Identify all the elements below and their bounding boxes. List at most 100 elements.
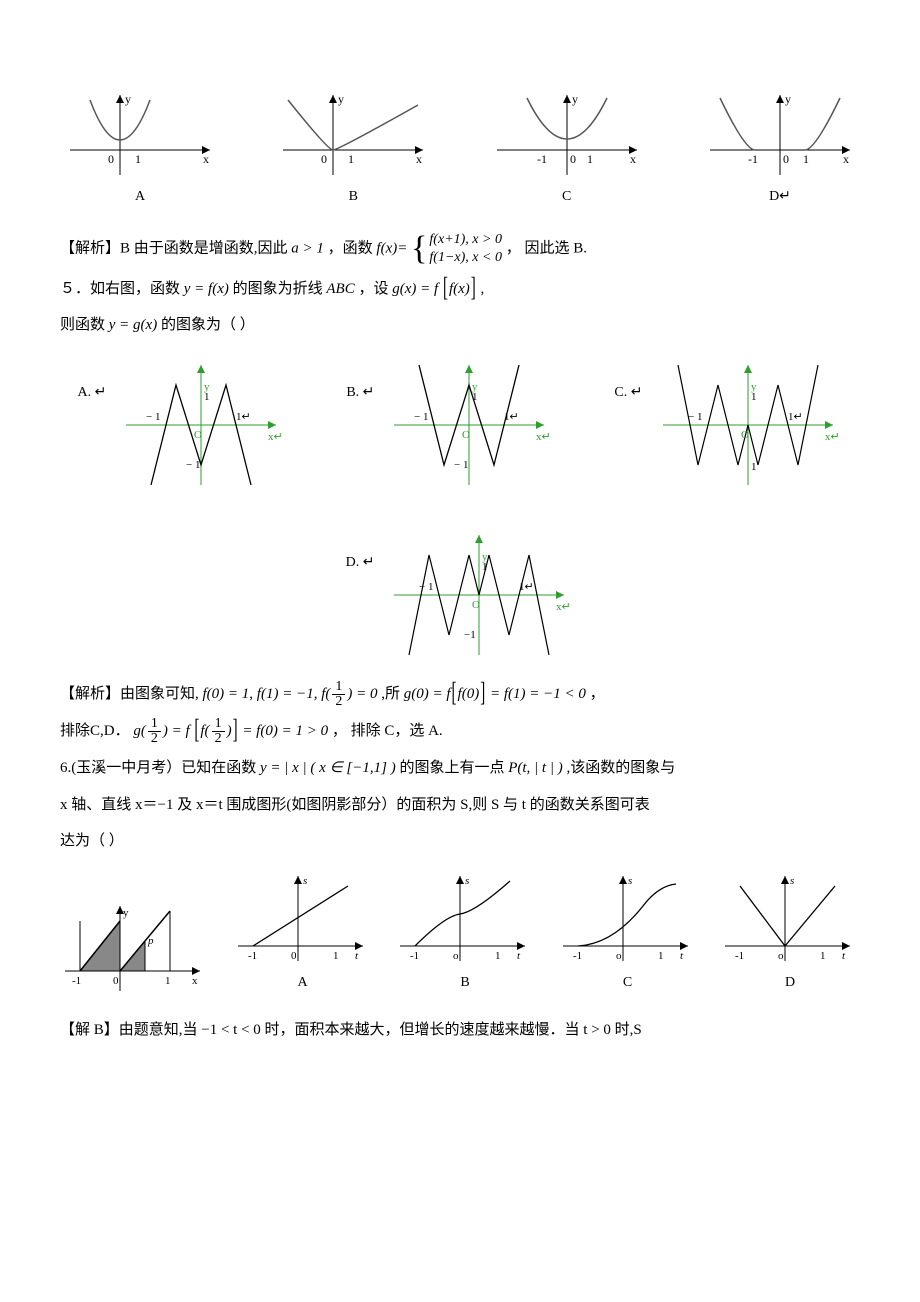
fig-C-svg: -1 0 1 y x bbox=[487, 90, 647, 180]
q4-prefix: 【解析】B 由于函数是增函数,因此 bbox=[60, 240, 291, 256]
svg-text:s: s bbox=[303, 875, 307, 887]
svg-text:y: y bbox=[785, 92, 791, 106]
svg-text:x↵: x↵ bbox=[536, 431, 551, 443]
q5-analysis-l2: 排除C,D． g(12) = f [f(12)] = f(0) = 1 > 0 … bbox=[60, 717, 860, 746]
svg-text:y: y bbox=[123, 907, 129, 919]
svg-text:-1: -1 bbox=[72, 975, 81, 987]
svg-text:− 1: − 1 bbox=[454, 459, 468, 471]
q5-opt-D-label: D. ↵ bbox=[346, 550, 375, 577]
svg-text:x: x bbox=[192, 975, 198, 987]
q6-l1b: 的图象上有一点 bbox=[399, 760, 508, 776]
svg-text:t: t bbox=[680, 950, 684, 962]
fig-B-svg: 0 1 y x bbox=[273, 90, 433, 180]
q6-l2: x 轴、直线 x＝−1 及 x＝t 围成图形(如图阴影部分）的面积为 S,则 S… bbox=[60, 791, 860, 820]
q5-opt-A: A. ↵ y x↵ 1 − 1 1↵ O − 1 bbox=[78, 360, 287, 490]
svg-text:− 1: − 1 bbox=[688, 411, 702, 423]
fig-D-label: D↵ bbox=[769, 184, 791, 211]
svg-text:-1: -1 bbox=[735, 950, 744, 962]
q5-eq2: y = g(x) bbox=[109, 317, 157, 333]
q5-l1b: 的图象为折线 bbox=[233, 281, 327, 297]
q5-analysis-l1: 【解析】由图象可知, f(0) = 1, f(1) = −1, f(12) = … bbox=[60, 680, 860, 709]
q5a-ghalf2: ) = f bbox=[163, 723, 190, 739]
svg-text:1↵: 1↵ bbox=[504, 411, 519, 423]
q5-eq1: y = f(x) bbox=[184, 281, 229, 297]
svg-text:x: x bbox=[416, 152, 422, 166]
q5-line1: ５．如右图，函数 y = f(x) 的图象为折线 ABC ，设 g(x) = f… bbox=[60, 275, 860, 304]
q4-piece2: f(1−x), x < 0 bbox=[429, 249, 502, 267]
svg-text:0: 0 bbox=[570, 152, 576, 166]
q5-opt-A-label: A. ↵ bbox=[78, 380, 107, 407]
q5a-eqf0: = f(0) = 1 > 0 bbox=[242, 723, 328, 739]
svg-text:1: 1 bbox=[658, 950, 664, 962]
svg-text:1: 1 bbox=[803, 152, 809, 166]
q4-figure-row: 0 1 y x A 0 1 y x B -1 bbox=[60, 90, 860, 211]
svg-text:-1: -1 bbox=[537, 152, 547, 166]
svg-text:x: x bbox=[843, 152, 849, 166]
q6-C-label: C bbox=[623, 970, 632, 997]
q4-cond: a > 1 bbox=[291, 240, 324, 256]
svg-text:y: y bbox=[338, 92, 344, 106]
svg-text:− 1: − 1 bbox=[414, 411, 428, 423]
q4-analysis: 【解析】B 由于函数是增函数,因此 a > 1 ，函数 f(x)= { f(x+… bbox=[60, 231, 860, 267]
svg-text:− 1: − 1 bbox=[419, 581, 433, 593]
q5-opt-B-label: B. ↵ bbox=[346, 380, 374, 407]
svg-text:t: t bbox=[842, 950, 846, 962]
q5a-so: ,所 bbox=[381, 686, 404, 702]
svg-text:x: x bbox=[630, 152, 636, 166]
q6-l1: 6.(玉溪一中月考）已知在函数 y = | x | ( x ∈ [−1,1] )… bbox=[60, 754, 860, 783]
fig-B-label: B bbox=[349, 184, 358, 211]
q6-l3: 达为（ ） bbox=[60, 827, 860, 856]
svg-text:t: t bbox=[517, 950, 521, 962]
q5-abc: ABC bbox=[326, 281, 354, 297]
q6-B-label: B bbox=[460, 970, 469, 997]
q5-opt-D: D. ↵ y x↵ 1 − 1 1↵ O −1 bbox=[346, 530, 575, 660]
q5a-vals: f(0) = 1, f(1) = −1, f( bbox=[203, 686, 331, 702]
q5-l2b: 的图象为（ ） bbox=[161, 317, 255, 333]
svg-text:x: x bbox=[203, 152, 209, 166]
q5a-g0: g(0) = f bbox=[404, 686, 451, 702]
svg-text:1: 1 bbox=[348, 152, 354, 166]
svg-text:1: 1 bbox=[820, 950, 826, 962]
svg-text:O: O bbox=[472, 599, 480, 611]
q6-eq: y = | x | ( x ∈ [−1,1] ) bbox=[260, 760, 396, 776]
q5a-l2a: 排除C,D． bbox=[60, 723, 133, 739]
q6-D-label: D bbox=[785, 970, 795, 997]
q5a-comma: ， bbox=[590, 686, 605, 702]
q4-fx: f(x)= bbox=[376, 240, 407, 256]
svg-text:s: s bbox=[628, 875, 632, 887]
svg-text:1: 1 bbox=[135, 152, 141, 166]
svg-text:x↵: x↵ bbox=[268, 431, 283, 443]
fig-D-svg: -1 0 1 y x bbox=[700, 90, 860, 180]
svg-text:1↵: 1↵ bbox=[788, 411, 803, 423]
fig-C-label: C bbox=[562, 184, 571, 211]
q4-suffix: ， 因此选 B. bbox=[506, 240, 587, 256]
fig-A: 0 1 y x A bbox=[60, 90, 220, 211]
q5a-l2b: ， 排除 C，选 A. bbox=[332, 723, 443, 739]
q5-line2: 则函数 y = g(x) 的图象为（ ） bbox=[60, 311, 860, 340]
svg-text:y: y bbox=[572, 92, 578, 106]
fig-C: -1 0 1 y x C bbox=[487, 90, 647, 211]
svg-text:y: y bbox=[125, 92, 131, 106]
svg-text:1: 1 bbox=[587, 152, 593, 166]
svg-text:0: 0 bbox=[113, 975, 119, 987]
svg-text:-1: -1 bbox=[573, 950, 582, 962]
svg-text:o: o bbox=[453, 950, 459, 962]
svg-text:1: 1 bbox=[472, 391, 478, 403]
svg-text:0: 0 bbox=[783, 152, 789, 166]
svg-text:O: O bbox=[194, 429, 202, 441]
q5-l2a: 则函数 bbox=[60, 317, 109, 333]
svg-text:1↵: 1↵ bbox=[236, 411, 251, 423]
q5a-f0: f(0) bbox=[458, 686, 480, 702]
svg-text:p: p bbox=[147, 935, 154, 947]
q5a-fhalf: f( bbox=[200, 723, 209, 739]
q5a-l1a: 【解析】由图象可知, bbox=[60, 686, 203, 702]
svg-text:O: O bbox=[462, 429, 470, 441]
q6-analysis: 【解 B】由题意知,当 −1 < t < 0 时，面积本来越大，但增长的速度越来… bbox=[60, 1016, 860, 1045]
q5-comma: , bbox=[481, 281, 485, 297]
q5-fofx: f(x) bbox=[449, 281, 470, 297]
q4-piece1: f(x+1), x > 0 bbox=[429, 231, 502, 249]
q5-opt-C: C. ↵ y x↵ 1 − 1 1↵ O 1 bbox=[614, 360, 842, 490]
q6-fig-D: s -1 1 t o D bbox=[720, 866, 860, 997]
svg-text:1: 1 bbox=[751, 461, 757, 473]
q6-fig-C: s -1 1 t o C bbox=[558, 866, 698, 997]
